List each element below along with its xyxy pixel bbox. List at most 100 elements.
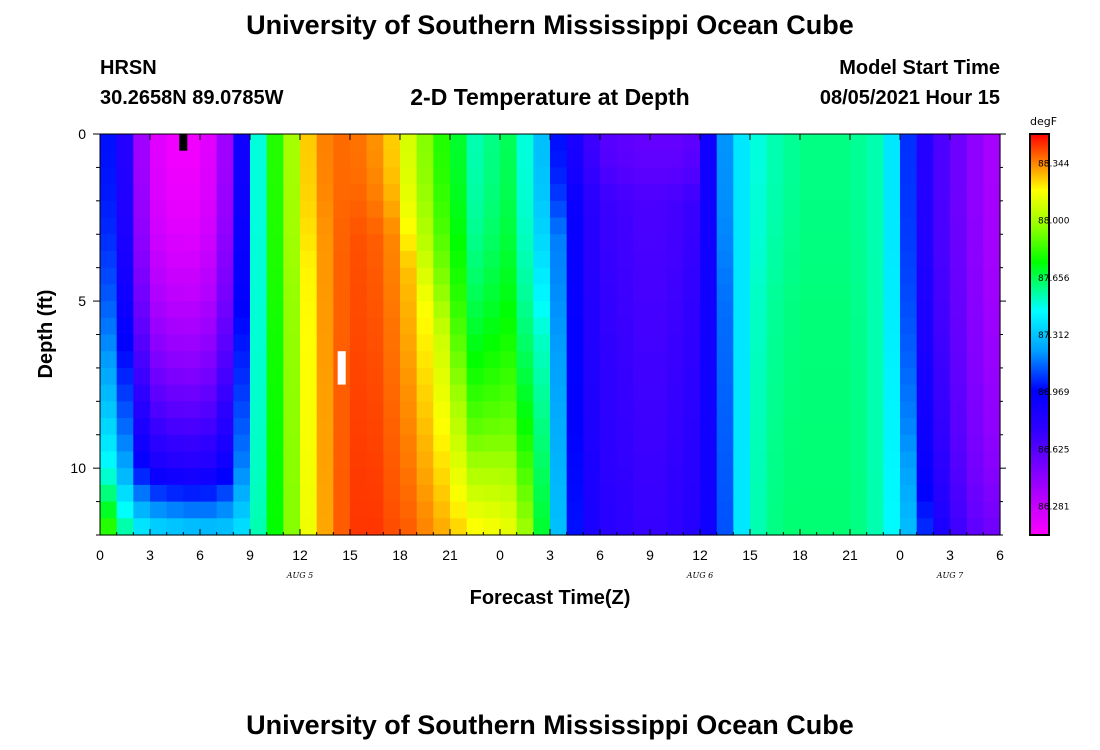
heatmap-cell <box>683 267 701 285</box>
heatmap-cell <box>516 401 534 419</box>
heatmap-cell <box>433 334 451 352</box>
heatmap-cell <box>566 267 584 285</box>
heatmap-cell <box>700 317 718 336</box>
heatmap-cell <box>783 501 801 519</box>
heatmap-cell <box>850 134 868 152</box>
heatmap-cell <box>883 518 901 536</box>
heatmap-cell <box>250 418 268 436</box>
heatmap-cell <box>650 167 668 185</box>
heatmap-cell <box>533 468 551 486</box>
heatmap-cell <box>616 317 634 336</box>
heatmap-cell <box>483 134 501 152</box>
heatmap-cell <box>883 150 901 169</box>
heatmap-cell <box>466 234 484 252</box>
heatmap-cell <box>466 284 484 302</box>
heatmap-cell <box>883 468 901 486</box>
heatmap-cell <box>150 250 168 269</box>
plot-title: 2-D Temperature at Depth <box>410 84 690 110</box>
heatmap-cell <box>950 200 968 219</box>
heatmap-cell <box>316 301 334 319</box>
heatmap-cell <box>966 367 984 386</box>
heatmap-cell <box>883 501 901 519</box>
heatmap-cell <box>766 434 784 453</box>
heatmap-cell <box>233 200 251 219</box>
heatmap-cell <box>850 501 868 519</box>
heatmap-cell <box>816 484 834 503</box>
heatmap-cell <box>283 267 301 285</box>
heatmap-cell <box>766 468 784 486</box>
heatmap-cell <box>616 284 634 302</box>
heatmap-cell <box>500 267 518 285</box>
heatmap-cell <box>683 451 701 469</box>
heatmap-cell <box>933 367 951 386</box>
heatmap-cell <box>200 401 218 419</box>
marker-layer <box>179 134 346 385</box>
heatmap-cell <box>933 317 951 336</box>
heatmap-cell <box>716 217 734 235</box>
heatmap-cell <box>100 200 118 219</box>
heatmap-cell <box>600 200 618 219</box>
heatmap-cell <box>616 468 634 486</box>
heatmap-cell <box>250 501 268 519</box>
heatmap-cell <box>716 234 734 252</box>
heatmap-cell <box>233 384 251 402</box>
heatmap-cell <box>183 451 201 469</box>
heatmap-cell <box>216 317 234 336</box>
heatmap-cell <box>783 217 801 235</box>
heatmap-cell <box>916 351 934 369</box>
x-tick-label: 0 <box>896 547 904 563</box>
heatmap-cell <box>350 468 368 486</box>
heatmap-cell <box>233 351 251 369</box>
heatmap-cell <box>966 200 984 219</box>
heatmap-cell <box>883 267 901 285</box>
heatmap-cell <box>633 384 651 402</box>
heatmap-cell <box>633 484 651 503</box>
heatmap-cell <box>533 317 551 336</box>
heatmap-cell <box>550 317 568 336</box>
heatmap-cell <box>650 367 668 386</box>
heatmap-cell <box>400 501 418 519</box>
heatmap-cell <box>883 284 901 302</box>
heatmap-cell <box>566 418 584 436</box>
heatmap-cell <box>816 367 834 386</box>
heatmap-cell <box>533 284 551 302</box>
date-label: AUG 5 <box>286 571 314 580</box>
heatmap-cell <box>216 351 234 369</box>
heatmap-cell <box>266 367 284 386</box>
heatmap-cell <box>683 418 701 436</box>
heatmap-cell <box>283 234 301 252</box>
heatmap-cell <box>966 250 984 269</box>
heatmap-cell <box>166 351 184 369</box>
heatmap-cell <box>566 150 584 169</box>
heatmap-cell <box>816 384 834 402</box>
heatmap-cell <box>350 384 368 402</box>
heatmap-cell <box>100 484 118 503</box>
heatmap-cell <box>966 284 984 302</box>
heatmap-cell <box>133 401 151 419</box>
heatmap-cell <box>200 451 218 469</box>
heatmap-cell <box>566 217 584 235</box>
heatmap-cell <box>400 250 418 269</box>
heatmap-cell <box>650 267 668 285</box>
heatmap-cell <box>616 301 634 319</box>
heatmap-cell <box>300 367 318 386</box>
heatmap-cell <box>516 468 534 486</box>
heatmap-cell <box>183 167 201 185</box>
heatmap-cell <box>450 384 468 402</box>
heatmap-cell <box>983 150 1001 169</box>
model-start-label: Model Start Time <box>839 57 1000 79</box>
heatmap-cell <box>116 367 134 386</box>
heatmap-cell <box>600 468 618 486</box>
heatmap-cell <box>133 384 151 402</box>
heatmap-cell <box>900 518 918 536</box>
heatmap-cell <box>383 234 401 252</box>
heatmap-cell <box>983 267 1001 285</box>
heatmap-cell <box>250 468 268 486</box>
heatmap-cell <box>816 401 834 419</box>
heatmap-cell <box>783 451 801 469</box>
heatmap-cell <box>966 518 984 536</box>
heatmap-cell <box>483 301 501 319</box>
heatmap-cell <box>650 434 668 453</box>
heatmap-cell <box>933 518 951 536</box>
heatmap-cell <box>750 484 768 503</box>
